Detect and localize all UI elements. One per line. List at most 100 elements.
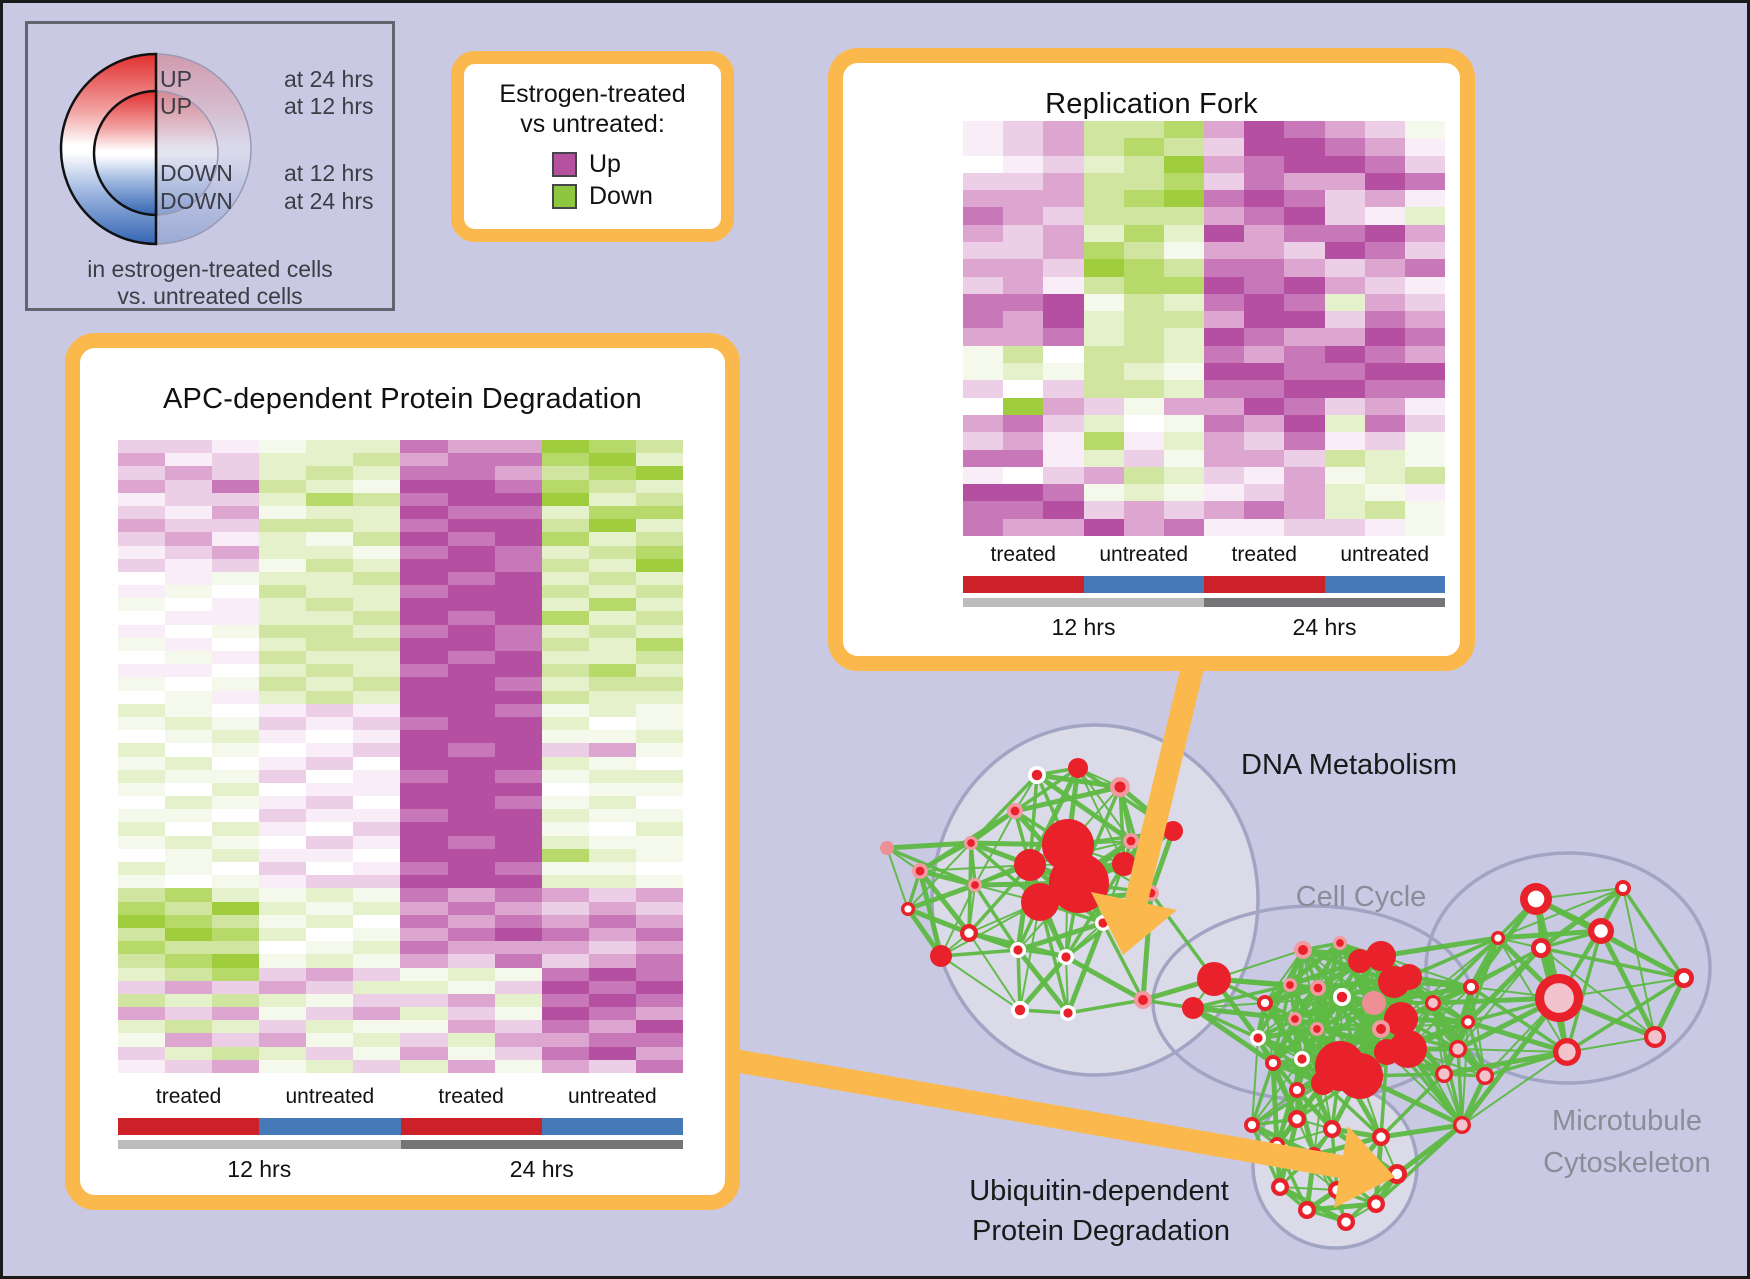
network-edge (1017, 920, 1104, 953)
heatmap-cell (165, 690, 213, 704)
heatmap-cell (588, 993, 636, 1008)
heatmap-cell (1083, 276, 1124, 294)
network-node-open (1298, 1201, 1316, 1219)
heatmap-cell (1244, 345, 1285, 364)
heatmap-cell (1204, 259, 1245, 277)
heatmap-cell (212, 571, 260, 586)
heatmap-cell (494, 941, 542, 955)
heatmap-cell (1003, 380, 1044, 398)
heatmap-cell (635, 677, 683, 691)
heatmap-cell (1364, 207, 1405, 225)
heatmap-cell (1244, 484, 1285, 502)
heatmap-cell (1364, 397, 1405, 415)
heatmap-cell (447, 492, 495, 506)
heatmap-cell (1324, 242, 1365, 260)
heatmap-cell (118, 993, 166, 1008)
heatmap-cell (400, 664, 448, 678)
heatmap-cell (259, 703, 307, 717)
network-node-pinkring (1333, 936, 1347, 950)
heatmap-cell (259, 466, 307, 480)
heatmap-cell (165, 796, 213, 810)
cluster-label: Cell Cycle (1296, 881, 1427, 913)
heatmap-cell (259, 782, 307, 797)
heatmap-cell (635, 1046, 683, 1060)
heatmap-cell (541, 1007, 589, 1021)
network-edge (1064, 954, 1145, 1003)
legend-down-12-word: DOWN (160, 160, 233, 186)
heatmap-cell (165, 571, 213, 586)
heatmap-cell (259, 1020, 307, 1034)
heatmap-cell (1324, 121, 1365, 139)
heatmap-cell (588, 611, 636, 625)
heatmap-cell (541, 479, 589, 493)
network-node-open (1531, 938, 1551, 958)
heatmap-cell (1364, 138, 1405, 156)
heatmap-cell (259, 743, 307, 757)
heatmap-cell (588, 914, 636, 928)
heatmap-cell (118, 585, 166, 599)
estrogen-color-legend: Estrogen-treated vs untreated: Up Down (451, 51, 734, 242)
heatmap-cell (306, 901, 354, 915)
heatmap-cell (1404, 484, 1445, 502)
inner-ring-right-half (155, 90, 219, 216)
heatmap-cell (1043, 224, 1084, 243)
heatmap-cell (1083, 190, 1124, 208)
heatmap-cell (118, 703, 166, 717)
estrogen-legend-title-line2: vs untreated: (520, 110, 665, 138)
legend-up-24-time: at 24 hrs (284, 66, 374, 92)
network-node-solid (1021, 883, 1059, 921)
heatmap-cell (118, 782, 166, 797)
heatmap-cell (963, 466, 1004, 485)
heatmap-cell (963, 501, 1004, 519)
heatmap-cell (118, 967, 166, 981)
inner-ring-left-half (92, 89, 158, 217)
heatmap-cell (306, 1046, 354, 1060)
replication-group-labels: treated untreated treated untreated (963, 543, 1445, 567)
heatmap-cell (1404, 466, 1445, 485)
heatmap-cell (447, 479, 495, 493)
heatmap-cell (963, 518, 1004, 536)
heatmap-cell (494, 532, 542, 546)
heatmap-cell (118, 466, 166, 480)
heatmap-cell (306, 782, 354, 797)
heatmap-cell (306, 703, 354, 717)
network-edge (1306, 1201, 1377, 1213)
hrs12-bar-segment (963, 598, 1204, 607)
heatmap-cell (1364, 432, 1405, 450)
heatmap-cell (494, 690, 542, 704)
heatmap-cell (963, 432, 1004, 450)
heatmap-cell (212, 730, 260, 744)
network-node-pink (1362, 991, 1386, 1015)
heatmap-cell (541, 730, 589, 744)
heatmap-cell (400, 796, 448, 810)
group-label-untreated-24: untreated (1340, 543, 1430, 566)
heatmap-cell (1244, 155, 1285, 173)
heatmap-cell (259, 1046, 307, 1060)
heatmap-cell (447, 730, 495, 744)
heatmap-cell (353, 611, 401, 625)
network-node-openpink (1644, 1026, 1666, 1048)
heatmap-cell (1043, 501, 1084, 519)
heatmap-cell (1244, 449, 1285, 467)
heatmap-cell (400, 479, 448, 493)
group-label-treated-24: treated (438, 1085, 504, 1108)
heatmap-cell (212, 1033, 260, 1047)
heatmap-cell (1123, 518, 1164, 536)
heatmap-cell (165, 440, 213, 454)
heatmap-cell (1324, 207, 1365, 225)
heatmap-cell (400, 624, 448, 638)
network-node-open (1337, 1213, 1355, 1231)
heatmap-cell (963, 328, 1004, 346)
heatmap-cell (447, 848, 495, 862)
heatmap-cell (165, 901, 213, 915)
heatmap-cell (1404, 190, 1445, 208)
heatmap-cell (588, 980, 636, 994)
heatmap-cell (1083, 172, 1124, 191)
heatmap-cell (447, 1059, 495, 1073)
heatmap-cell (447, 769, 495, 783)
network-edge (907, 882, 976, 912)
heatmap-cell (963, 293, 1004, 312)
heatmap-cell (212, 1020, 260, 1034)
heatmap-cell (400, 505, 448, 520)
heatmap-cell (1364, 328, 1405, 346)
